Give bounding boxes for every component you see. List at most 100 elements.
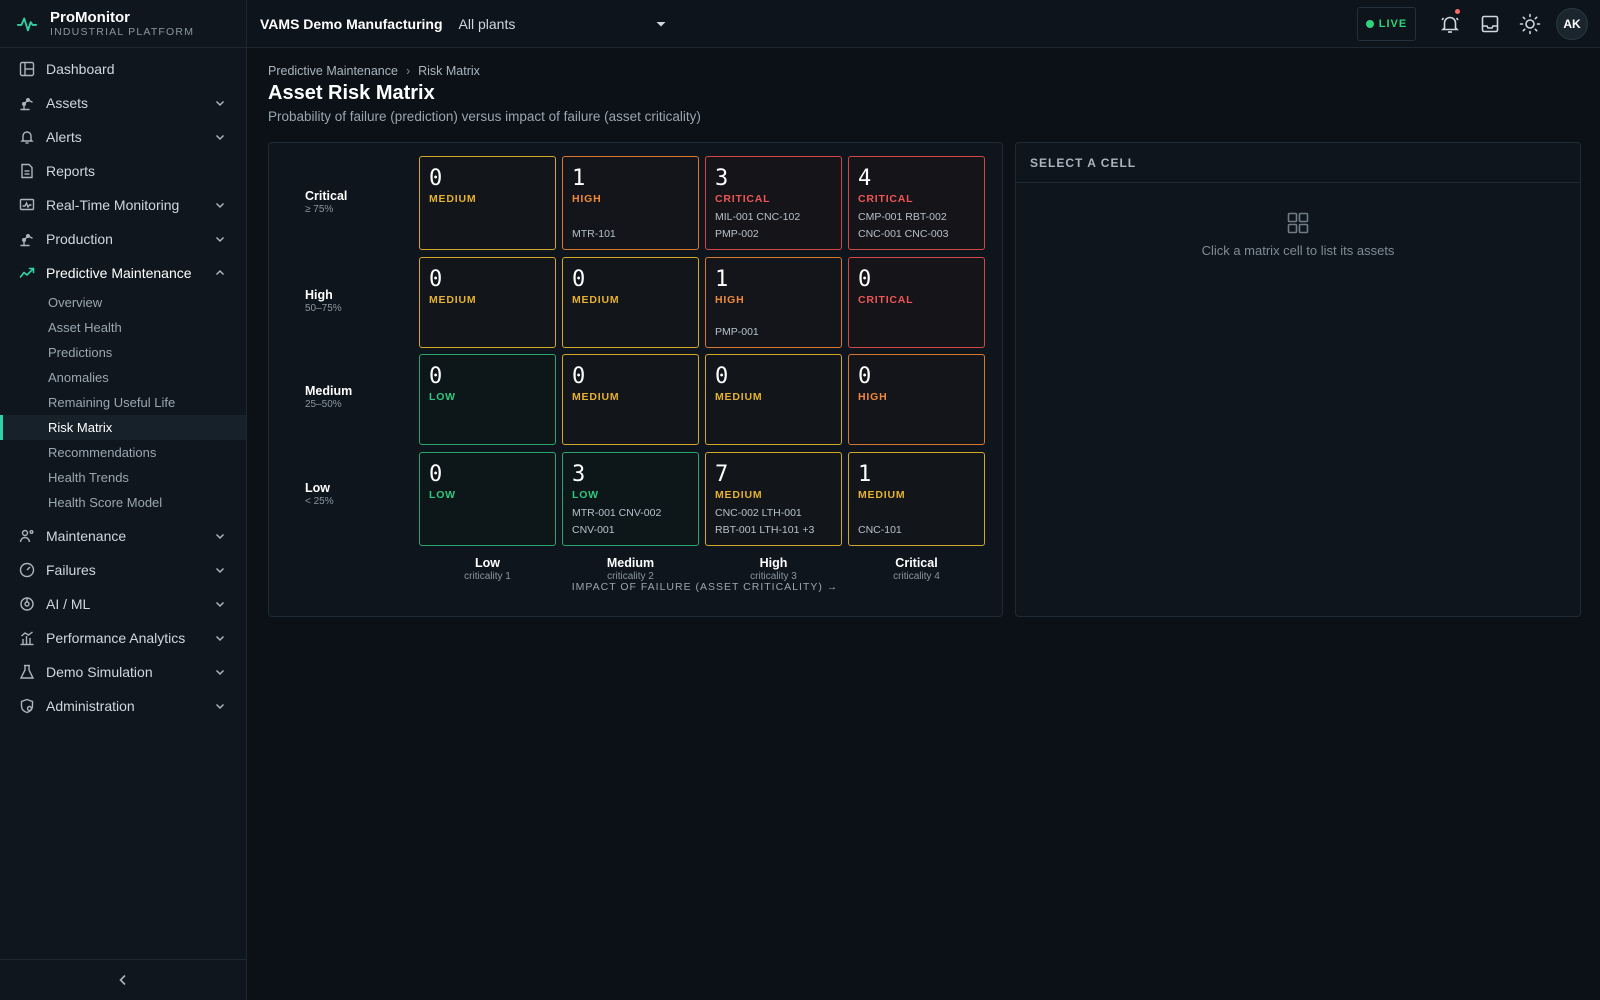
cell-risk-level: CRITICAL	[858, 294, 914, 306]
document-icon	[18, 162, 36, 180]
sidebar-subitem-overview[interactable]: Overview	[48, 295, 103, 310]
cell-count: 0	[858, 267, 872, 292]
row-label-range: < 25%	[305, 496, 334, 507]
cell-count: 0	[429, 267, 443, 292]
column-label-sub: criticality 3	[750, 571, 797, 582]
sidebar-item-label: Maintenance	[46, 528, 127, 544]
cell-count: 1	[715, 267, 729, 292]
sidebar-item-failures[interactable]: Failures	[0, 553, 246, 587]
collapse-sidebar-button[interactable]	[0, 959, 246, 1000]
sidebar-item-label: Real-Time Monitoring	[46, 197, 180, 213]
brand-subtitle: INDUSTRIAL PLATFORM	[50, 25, 195, 38]
sidebar-item-dashboard[interactable]: Dashboard	[0, 52, 246, 86]
sidebar-subitem-remaining-useful-life[interactable]: Remaining Useful Life	[48, 395, 176, 410]
sidebar-item-alerts[interactable]: Alerts	[0, 120, 246, 154]
sidebar-subitem-health-score-model[interactable]: Health Score Model	[48, 495, 163, 510]
matrix-cell[interactable]: 0 HIGH	[848, 354, 985, 445]
cell-risk-level: MEDIUM	[858, 489, 906, 501]
matrix-cell[interactable]: 0 MEDIUM	[562, 354, 699, 445]
column-label-high: High criticality 3	[705, 556, 842, 582]
flask-icon	[18, 663, 36, 681]
sidebar-item-real-time-monitoring[interactable]: Real-Time Monitoring	[0, 188, 246, 222]
cell-count: 0	[715, 364, 729, 389]
cell-asset-list: MIL-001 CNC-102 PMP-002	[715, 209, 835, 243]
sidebar-item-reports[interactable]: Reports	[0, 154, 246, 188]
cell-detail-empty-state: Click a matrix cell to list its assets	[1016, 211, 1580, 258]
column-label-name: Low	[475, 556, 500, 570]
row-label-critical: Critical ≥ 75%	[305, 189, 347, 215]
sidebar-item-label: Performance Analytics	[46, 630, 186, 646]
matrix-cell[interactable]: 3 CRITICAL MIL-001 CNC-102 PMP-002	[705, 156, 842, 250]
sidebar-item-label: Failures	[46, 562, 96, 578]
sidebar-item-performance-analytics[interactable]: Performance Analytics	[0, 621, 246, 655]
sidebar-subitem-risk-matrix[interactable]: Risk Matrix	[0, 415, 246, 440]
cell-risk-level: LOW	[429, 391, 456, 403]
organization-name: VAMS Demo Manufacturing	[260, 15, 443, 32]
matrix-cell[interactable]: 0 LOW	[419, 354, 556, 445]
matrix-cell[interactable]: 0 CRITICAL	[848, 257, 985, 348]
cell-asset-line: CNC-101	[858, 524, 902, 536]
matrix-cell[interactable]: 1 HIGH MTR-101	[562, 156, 699, 250]
row-label-range: ≥ 75%	[305, 204, 334, 215]
sidebar-item-maintenance[interactable]: Maintenance	[0, 519, 246, 553]
sidebar-item-demo-simulation[interactable]: Demo Simulation	[0, 655, 246, 689]
cell-risk-level: LOW	[572, 489, 599, 501]
brand[interactable]: ProMonitor INDUSTRIAL PLATFORM	[0, 0, 246, 48]
sidebar-subitem-health-trends[interactable]: Health Trends	[48, 470, 129, 485]
row-label-medium: Medium 25–50%	[305, 384, 352, 410]
matrix-cell[interactable]: 1 HIGH PMP-001	[705, 257, 842, 348]
sidebar-subitem-anomalies[interactable]: Anomalies	[48, 370, 109, 385]
cell-count: 0	[572, 267, 586, 292]
grid-icon	[1287, 212, 1309, 234]
matrix-cell[interactable]: 0 MEDIUM	[419, 156, 556, 250]
row-label-low: Low < 25%	[305, 481, 334, 507]
sidebar-item-label: Production	[46, 231, 113, 247]
bell-icon	[1441, 16, 1459, 33]
chevron-left-icon	[119, 974, 126, 986]
cell-count: 0	[429, 364, 443, 389]
cell-asset-line: CNC-001 CNC-003	[858, 228, 949, 240]
matrix-cell[interactable]: 0 MEDIUM	[562, 257, 699, 348]
inbox-icon	[1481, 15, 1499, 33]
breadcrumb-current: Risk Matrix	[418, 64, 480, 78]
cell-asset-list: CNC-101	[858, 522, 978, 539]
matrix-cell[interactable]: 3 LOW MTR-001 CNV-002 CNV-001	[562, 452, 699, 546]
plant-select[interactable]: All plants	[459, 16, 667, 32]
cell-asset-line: RBT-001 LTH-101 +3	[715, 524, 815, 536]
column-label-low: Low criticality 1	[419, 556, 556, 582]
sidebar-item-production[interactable]: Production	[0, 222, 246, 256]
inbox-button[interactable]	[1470, 7, 1510, 41]
matrix-cell[interactable]: 1 MEDIUM CNC-101	[848, 452, 985, 546]
sidebar-item-predictive-maintenance[interactable]: Predictive Maintenance	[0, 256, 246, 290]
matrix-cell[interactable]: 4 CRITICAL CMP-001 RBT-002 CNC-001 CNC-0…	[848, 156, 985, 250]
matrix-cell[interactable]: 7 MEDIUM CNC-002 LTH-001 RBT-001 LTH-101…	[705, 452, 842, 546]
notifications-button[interactable]	[1430, 7, 1470, 41]
theme-toggle-button[interactable]	[1510, 7, 1550, 41]
cell-count: 0	[572, 364, 586, 389]
cell-asset-line: PMP-002	[715, 228, 759, 240]
chevron-down-icon	[215, 134, 225, 141]
cell-asset-list: MTR-001 CNV-002 CNV-001	[572, 505, 692, 539]
matrix-cell[interactable]: 0 LOW	[419, 452, 556, 546]
matrix-cell[interactable]: 0 MEDIUM	[419, 257, 556, 348]
cell-asset-line: PMP-001	[715, 326, 759, 338]
chevron-down-icon	[215, 100, 225, 107]
cell-risk-level: LOW	[429, 489, 456, 501]
cell-risk-level: HIGH	[572, 193, 602, 205]
sidebar-item-administration[interactable]: Administration	[0, 689, 246, 723]
sidebar-subitem-asset-health[interactable]: Asset Health	[48, 320, 122, 335]
cell-risk-level: MEDIUM	[572, 391, 620, 403]
avatar[interactable]: AK	[1556, 8, 1588, 40]
brand-name: ProMonitor	[50, 8, 130, 26]
column-label-critical: Critical criticality 4	[848, 556, 985, 582]
breadcrumb-parent-link[interactable]: Predictive Maintenance	[268, 64, 398, 78]
sidebar-subitem-recommendations[interactable]: Recommendations	[48, 445, 157, 460]
sidebar-item-assets[interactable]: Assets	[0, 86, 246, 120]
page-title: Asset Risk Matrix	[268, 82, 435, 104]
sidebar-item-label: Assets	[46, 95, 89, 111]
monitor-icon	[18, 196, 36, 214]
matrix-cell[interactable]: 0 MEDIUM	[705, 354, 842, 445]
sidebar-item-ai-ml[interactable]: AI / ML	[0, 587, 246, 621]
sidebar-subitem-predictions[interactable]: Predictions	[48, 345, 113, 360]
chevron-down-icon	[215, 533, 225, 540]
